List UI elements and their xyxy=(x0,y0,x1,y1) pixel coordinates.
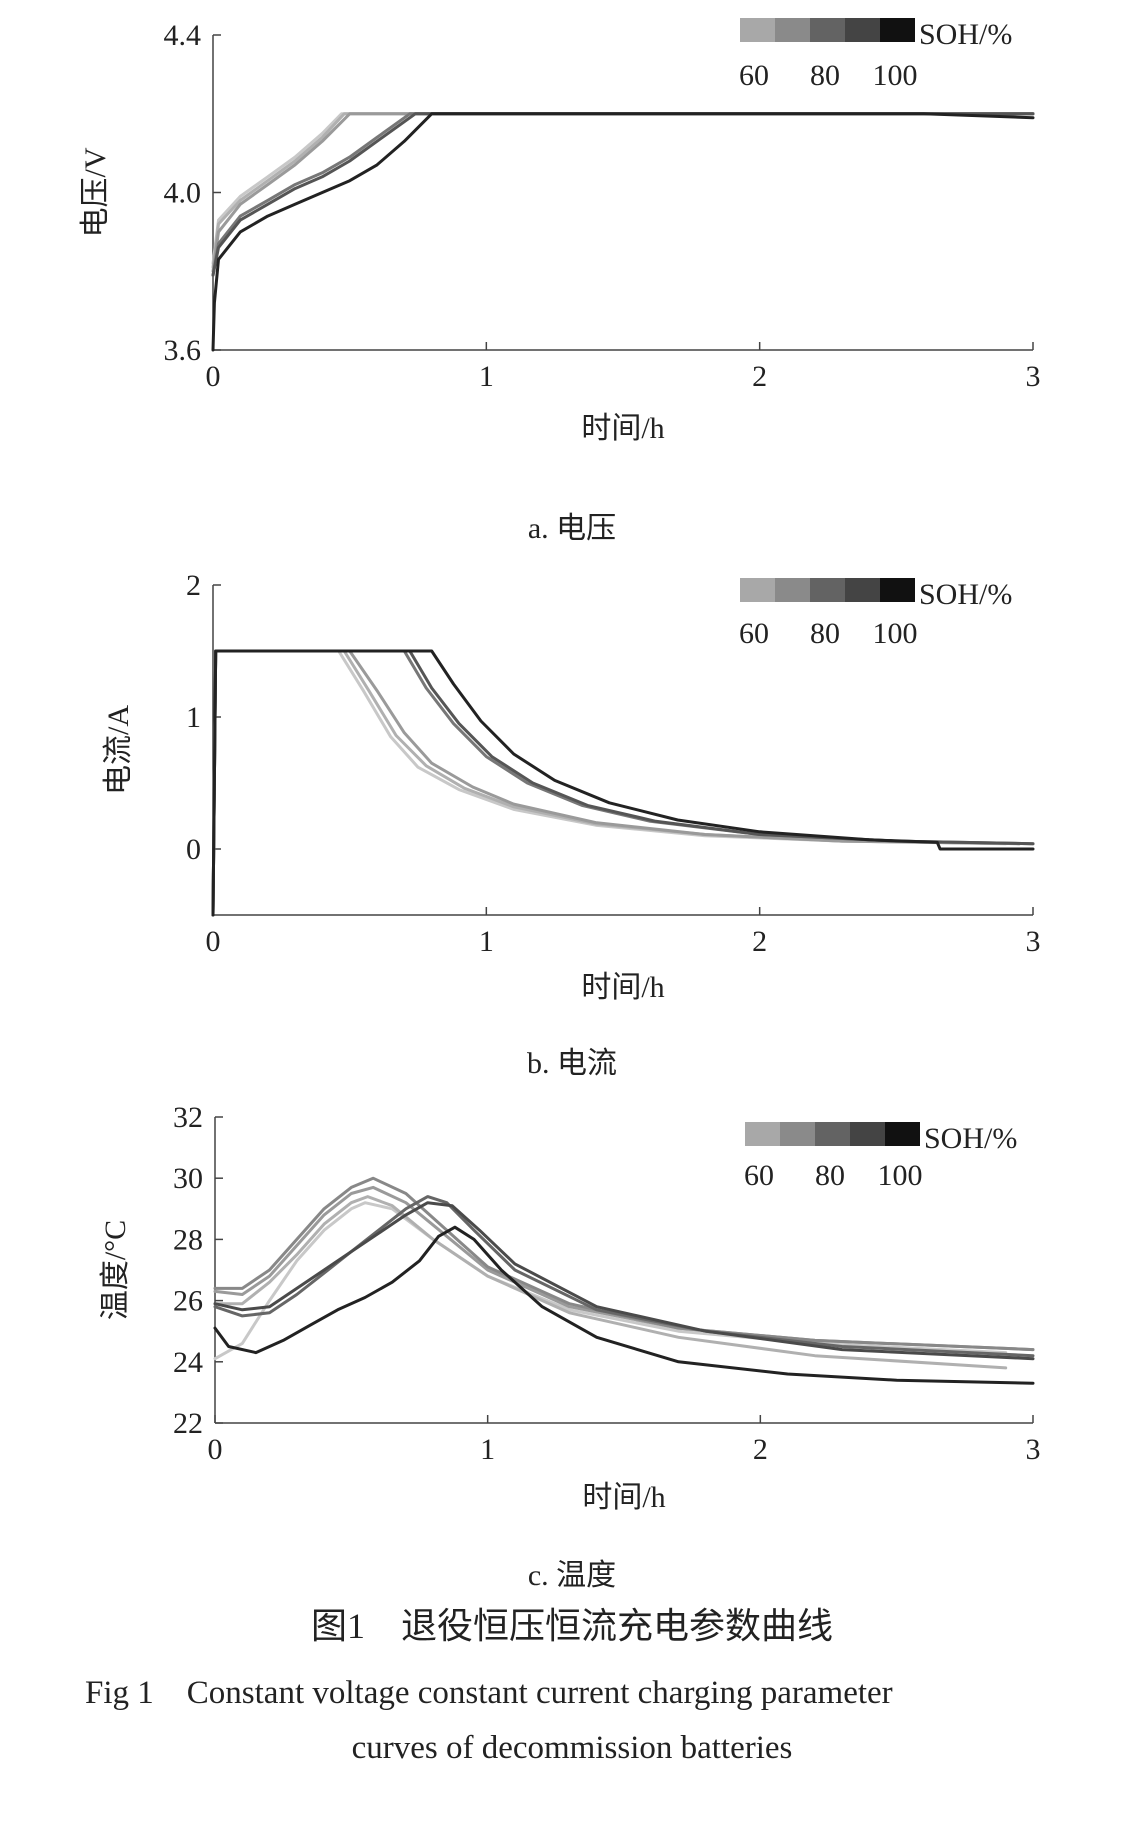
series-line xyxy=(213,1176,1035,1352)
legend-swatch xyxy=(745,1122,780,1146)
series-line xyxy=(211,112,1035,277)
x-tick-label: 3 xyxy=(1026,360,1041,393)
x-axis-label: 时间/h xyxy=(582,1481,665,1514)
y-tick-label: 26 xyxy=(173,1285,203,1318)
y-tick-label: 30 xyxy=(173,1162,203,1195)
legend-label: 100 xyxy=(873,617,918,650)
legend-title: SOH/% xyxy=(919,578,1012,611)
series-line xyxy=(211,649,1021,917)
y-tick-label: 4.4 xyxy=(164,19,202,52)
temperature-chart-panel: 0 1 2 3 22 24 26 28 30 32 时间/h 温度/°C SOH/% 60 80 100 xyxy=(0,1085,1144,1550)
series-line xyxy=(211,649,1035,917)
series-line xyxy=(211,112,1035,352)
series-line xyxy=(213,1195,1008,1370)
y-tick-label: 4.0 xyxy=(164,177,202,210)
x-tick-label: 1 xyxy=(480,1433,495,1466)
x-tick-label: 1 xyxy=(479,360,494,393)
legend-swatch xyxy=(850,1122,885,1146)
y-tick-label: 32 xyxy=(173,1101,203,1134)
series-line xyxy=(211,649,1021,917)
temperature-chart: 0 1 2 3 22 24 26 28 30 32 时间/h 温度/°C SOH/% 60 80 100 xyxy=(99,1101,1041,1514)
legend-swatch xyxy=(880,578,915,602)
legend-swatch xyxy=(845,18,880,42)
x-axis-label: 时间/h xyxy=(581,971,664,1000)
legend-label: 100 xyxy=(878,1159,923,1192)
x-tick-label: 2 xyxy=(752,360,767,393)
series-line xyxy=(211,649,1035,917)
legend-swatch xyxy=(740,18,775,42)
x-tick-label: 0 xyxy=(206,925,221,958)
figure-caption-en-line1: Fig 1 Constant voltage constant current … xyxy=(85,1675,893,1711)
y-tick-label: 0 xyxy=(186,833,201,866)
legend-swatch xyxy=(780,1122,815,1146)
voltage-chart: 0 1 2 3 3.6 4.0 4.4 时间/h 电压/V SOH/% 60 80 100 xyxy=(79,18,1041,445)
y-tick-label: 2 xyxy=(186,569,201,602)
series-line xyxy=(211,649,1035,917)
series-line xyxy=(213,1195,1035,1358)
y-tick-label: 3.6 xyxy=(164,334,202,367)
x-axis-label: 时间/h xyxy=(581,412,664,445)
series-line xyxy=(213,1201,1008,1361)
series-line xyxy=(211,112,1035,269)
legend-label: 60 xyxy=(739,59,769,92)
y-tick-label: 24 xyxy=(173,1346,203,1379)
series-line xyxy=(211,649,1008,917)
y-tick-label: 1 xyxy=(186,701,201,734)
legend-swatch xyxy=(815,1122,850,1146)
y-axis-label: 电流/A xyxy=(102,705,135,795)
x-tick-label: 0 xyxy=(208,1433,223,1466)
series-line xyxy=(211,112,1035,265)
x-tick-label: 2 xyxy=(752,925,767,958)
current-chart-panel: 0 1 2 3 0 1 2 时间/h 电流/A SOH/% 60 80 100 xyxy=(0,550,1144,1000)
figure-caption-zh: 图1 退役恒压恒流充电参数曲线 xyxy=(310,1606,833,1646)
y-axis-label: 温度/°C xyxy=(99,1220,132,1320)
current-chart: 0 1 2 3 0 1 2 时间/h 电流/A SOH/% 60 80 100 xyxy=(102,569,1041,1000)
legend-swatch xyxy=(775,18,810,42)
voltage-chart-panel: 0 1 2 3 3.6 4.0 4.4 时间/h 电压/V SOH/% 60 80 100 xyxy=(0,0,1144,445)
x-tick-label: 1 xyxy=(479,925,494,958)
figure-caption-en-line2: curves of decommission batteries xyxy=(351,1730,793,1766)
y-tick-label: 22 xyxy=(173,1407,203,1440)
legend-swatch xyxy=(740,578,775,602)
legend-swatch xyxy=(885,1122,920,1146)
legend-label: 60 xyxy=(744,1159,774,1192)
legend-title: SOH/% xyxy=(924,1122,1017,1155)
legend-swatch xyxy=(775,578,810,602)
legend-label: 60 xyxy=(739,617,769,650)
x-tick-label: 0 xyxy=(206,360,221,393)
x-tick-label: 3 xyxy=(1026,1433,1041,1466)
series-line xyxy=(213,1225,1035,1385)
series-line xyxy=(211,112,1035,277)
legend-label: 80 xyxy=(810,59,840,92)
legend-label: 80 xyxy=(815,1159,845,1192)
series-line xyxy=(213,1201,1035,1361)
legend-label: 80 xyxy=(810,617,840,650)
legend-swatch xyxy=(810,18,845,42)
voltage-panel-caption: a. 电压 xyxy=(527,512,617,545)
legend-label: 100 xyxy=(873,59,918,92)
legend-title: SOH/% xyxy=(919,18,1012,51)
temperature-panel-caption: c. 温度 xyxy=(527,1559,617,1592)
legend-swatch xyxy=(810,578,845,602)
legend-swatch xyxy=(845,578,880,602)
current-panel-caption: b. 电流 xyxy=(527,1047,617,1080)
x-tick-label: 2 xyxy=(753,1433,768,1466)
x-tick-label: 3 xyxy=(1026,925,1041,958)
series-line xyxy=(211,112,1035,273)
legend-swatch xyxy=(880,18,915,42)
y-tick-label: 28 xyxy=(173,1223,203,1256)
y-axis-label: 电压/V xyxy=(79,147,112,237)
